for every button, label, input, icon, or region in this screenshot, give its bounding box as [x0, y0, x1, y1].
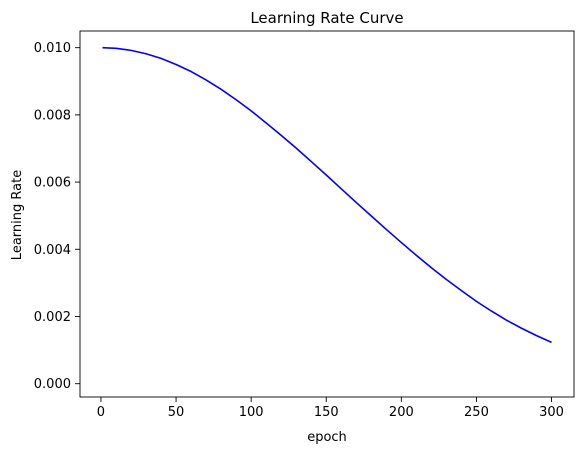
y-tick-label: 0.000	[34, 377, 71, 392]
y-tick-label: 0.004	[34, 243, 71, 258]
y-axis-label: Learning Rate	[10, 170, 25, 260]
y-tick-label: 0.002	[34, 310, 71, 325]
x-tick-label: 200	[389, 405, 414, 420]
y-tick-label: 0.006	[34, 176, 71, 191]
x-tick-label: 300	[539, 405, 564, 420]
x-axis-label: epoch	[307, 430, 347, 445]
x-tick-label: 150	[314, 405, 339, 420]
plot-area: 0 50 100 150 200 250 300 0.000 0.002 0.004 0.006 0.…	[34, 30, 575, 420]
x-tick-label: 0	[97, 405, 105, 420]
x-tick-label: 50	[168, 405, 185, 420]
y-tick-label: 0.008	[34, 108, 71, 123]
y-tick-label: 0.010	[34, 41, 71, 56]
x-tick-label: 250	[464, 405, 489, 420]
chart-title: Learning Rate Curve	[250, 9, 403, 27]
x-tick-label: 100	[239, 405, 264, 420]
plot-frame	[79, 30, 575, 398]
series-line	[102, 46, 552, 344]
